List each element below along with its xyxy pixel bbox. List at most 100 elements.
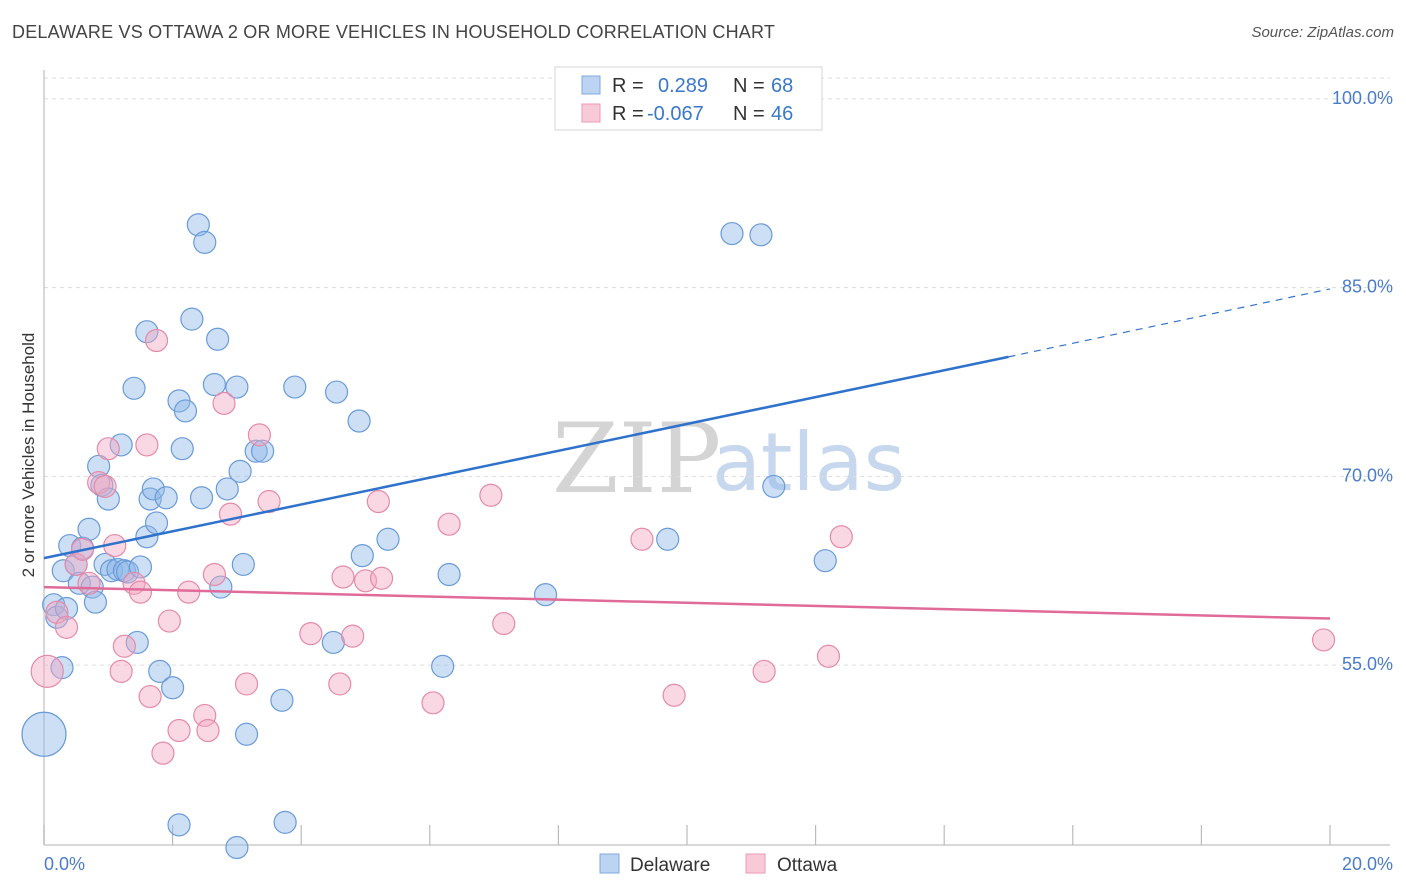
delaware-point [225,375,249,399]
ottawa-point [93,474,117,499]
delaware-point [376,527,400,551]
ottawa-point [128,580,153,604]
ottawa-point [328,672,352,696]
delaware-point [813,549,837,573]
ottawa-point [437,512,461,536]
ottawa-point [247,423,272,447]
delaware-point [720,221,744,246]
legend-box: R = 0.289 N = 68 R = -0.067 N = 46 [554,66,823,131]
y-tick-labels: 55.0% 70.0% 85.0% 100.0% [1332,88,1393,674]
axes [43,70,1390,846]
ottawa-points [30,328,1336,765]
ottawa-point [138,684,162,709]
delaware-point [148,659,172,683]
delaware-point [106,557,130,582]
ottawa-point [331,565,355,589]
delaware-point [533,583,558,607]
delaware-point [202,372,226,397]
trend-lines [43,288,1331,620]
delaware-point [167,813,191,837]
ottawa-trend-line [43,585,1331,620]
legend-r-label-delaware: R = [612,75,644,97]
delaware-point [115,560,140,584]
delaware-point [270,688,294,712]
ottawa-point [752,659,776,683]
ottawa-point [193,703,217,728]
ottawa-point [366,489,390,514]
ottawa-point [816,644,841,668]
ottawa-point [662,683,686,707]
y-tick-label: 70.0% [1342,465,1393,485]
delaware-point [180,307,204,331]
delaware-point [437,562,461,587]
delaware-point [154,486,178,510]
ottawa-point [234,672,259,696]
legend-swatch-delaware [581,75,601,95]
ottawa-point [196,718,220,743]
delaware-point [189,486,214,510]
ottawa-point [77,571,101,595]
ottawa-point [167,718,191,743]
delaware-point [122,376,146,400]
delaware-point [141,477,165,501]
ottawa-point [257,489,281,514]
delaware-point [273,810,297,834]
delaware-point [762,474,786,499]
ottawa-point [299,622,323,646]
delaware-point [347,409,371,433]
ottawa-point [151,741,175,765]
delaware-point [324,380,349,404]
ottawa-point [1311,628,1336,652]
ottawa-point [369,566,394,590]
delaware-point [51,559,75,583]
legend-r-value-delaware: 0.289 [658,75,708,97]
delaware-point [431,654,455,678]
x-tick-label-min: 0.0% [44,854,85,874]
chart-title: DELAWARE VS OTTAWA 2 OR MORE VEHICLES IN… [12,22,776,42]
delaware-point [170,437,194,461]
legend-swatch-ottawa [581,103,601,123]
delaware-point [45,605,69,629]
delaware-trend-line [43,355,1009,560]
ottawa-point [479,483,503,507]
watermark: ZIP atlas [552,403,905,515]
legend-n-value-ottawa: 46 [771,103,793,125]
delaware-point [656,527,680,551]
bottom-legend-swatch-ottawa [745,853,766,874]
ottawa-point [212,391,236,416]
delaware-point [161,676,185,700]
delaware-point [173,399,198,423]
ottawa-point [112,634,136,658]
delaware-point [206,327,230,351]
delaware-point [21,711,67,757]
delaware-trend-extension [1008,288,1331,358]
ottawa-point [421,691,445,715]
delaware-point [749,223,773,247]
delaware-point [77,517,101,541]
legend-r-label-ottawa: R = [612,103,644,125]
delaware-point [283,375,307,399]
delaware-point [321,630,345,655]
source-credit: Source: ZipAtlas.com [1251,24,1394,41]
delaware-point [350,544,374,568]
bottom-legend: Delaware Ottawa [599,853,838,876]
delaware-point [109,433,133,457]
y-axis-label: 2 or more Vehicles in Household [19,333,38,578]
bottom-legend-label-ottawa: Ottawa [777,855,838,876]
ottawa-point [202,562,226,587]
delaware-point [93,552,117,577]
y-tick-label: 100.0% [1332,88,1393,108]
ottawa-point [30,654,64,688]
ottawa-point [829,525,853,549]
delaware-point [83,590,108,614]
watermark-zip: ZIP [552,403,721,515]
ottawa-point [630,527,654,551]
grid-lines [44,77,1390,666]
legend-n-label-ottawa: N = [733,103,765,125]
watermark-atlas: atlas [712,416,905,509]
delaware-point [231,552,255,577]
delaware-point [54,596,79,621]
y-tick-label: 55.0% [1342,654,1393,674]
delaware-point [228,459,252,483]
